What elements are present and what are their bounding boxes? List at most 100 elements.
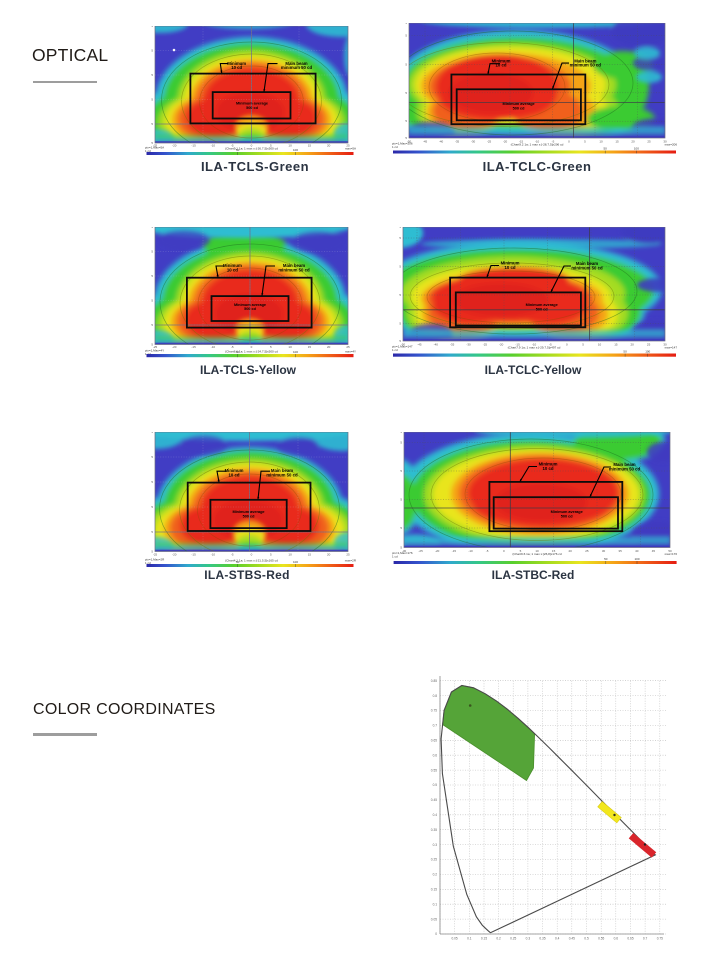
- svg-text:-20: -20: [503, 140, 508, 144]
- svg-text:0: 0: [568, 140, 570, 144]
- svg-text:0.75: 0.75: [431, 709, 437, 713]
- svg-text:5: 5: [400, 526, 402, 530]
- svg-text:-25: -25: [153, 553, 158, 557]
- svg-text:max=5A: max=5A: [345, 147, 356, 151]
- svg-text:5: 5: [405, 119, 407, 123]
- svg-text:0.6: 0.6: [614, 937, 619, 941]
- svg-text:-10: -10: [535, 140, 540, 144]
- svg-text:500 cd: 500 cd: [246, 106, 259, 110]
- svg-text:15: 15: [614, 343, 618, 347]
- svg-text:50: 50: [236, 350, 240, 354]
- svg-text:5: 5: [405, 33, 407, 37]
- svg-text:20: 20: [327, 553, 331, 557]
- svg-text:-10: -10: [532, 343, 537, 347]
- svg-text:5: 5: [151, 141, 153, 145]
- svg-text:max=4Y: max=4Y: [345, 350, 356, 354]
- svg-text:Minimum: Minimum: [492, 58, 511, 63]
- svg-text:20: 20: [631, 140, 635, 144]
- svg-text:5: 5: [582, 343, 584, 347]
- svg-text:minimum 50 cd: minimum 50 cd: [609, 466, 641, 471]
- svg-text:Minimum average: Minimum average: [236, 102, 268, 106]
- svg-text:pix=1,Max=206: pix=1,Max=206: [392, 142, 413, 146]
- svg-text:10 cd: 10 cd: [227, 267, 238, 272]
- svg-text:minimum 50 cd: minimum 50 cd: [281, 65, 313, 70]
- svg-text:5: 5: [151, 73, 153, 77]
- svg-text:pix=1,Max=5A: pix=1,Max=5A: [145, 146, 164, 150]
- svg-text:0.45: 0.45: [431, 798, 437, 802]
- svg-text:max=2R: max=2R: [345, 559, 357, 563]
- svg-text:5: 5: [151, 122, 153, 126]
- svg-text:0.75: 0.75: [657, 937, 663, 941]
- svg-text:-5: -5: [486, 549, 489, 553]
- svg-text:-35: -35: [450, 343, 455, 347]
- svg-text:5: 5: [270, 345, 272, 349]
- svg-text:-5: -5: [231, 144, 234, 148]
- svg-text:25: 25: [346, 553, 350, 557]
- svg-text:35: 35: [618, 549, 622, 553]
- svg-text:10 cd: 10 cd: [231, 65, 242, 70]
- svg-text:1 cd: 1 cd: [392, 145, 398, 149]
- svg-text:40: 40: [635, 549, 639, 553]
- svg-text:500 cd: 500 cd: [513, 106, 526, 110]
- svg-text:10: 10: [288, 144, 292, 148]
- svg-text:10: 10: [288, 553, 292, 557]
- svg-text:-30: -30: [466, 343, 471, 347]
- svg-text:max=147: max=147: [665, 346, 678, 350]
- svg-text:-5: -5: [231, 345, 234, 349]
- svg-text:10: 10: [535, 549, 539, 553]
- svg-text:-40: -40: [439, 140, 444, 144]
- svg-text:0: 0: [251, 144, 253, 148]
- svg-text:-5: -5: [231, 553, 234, 557]
- svg-text:500 cd: 500 cd: [536, 308, 549, 312]
- svg-text:-30: -30: [402, 549, 407, 553]
- svg-text:100: 100: [293, 350, 298, 354]
- svg-text:-35: -35: [455, 140, 460, 144]
- svg-text:-10: -10: [211, 345, 216, 349]
- svg-text:5: 5: [400, 432, 402, 434]
- svg-text:5: 5: [405, 91, 407, 95]
- svg-text:-10: -10: [211, 144, 216, 148]
- svg-text:50: 50: [604, 147, 608, 151]
- svg-text:-20: -20: [172, 553, 177, 557]
- svg-text:Main beam: Main beam: [613, 462, 635, 467]
- svg-text:0.4: 0.4: [433, 813, 438, 817]
- svg-text:25: 25: [647, 140, 651, 144]
- svg-text:0.85: 0.85: [431, 679, 437, 683]
- svg-text:10 cd: 10 cd: [496, 63, 507, 68]
- svg-text:5: 5: [151, 26, 153, 28]
- svg-text:30: 30: [663, 343, 667, 347]
- svg-text:Main beam: Main beam: [576, 261, 598, 266]
- svg-text:500 cd: 500 cd: [243, 514, 256, 518]
- svg-text:Minimum: Minimum: [225, 468, 244, 473]
- svg-text:10 cd: 10 cd: [229, 473, 240, 478]
- svg-text:max=176: max=176: [665, 552, 678, 556]
- svg-text:5: 5: [151, 550, 153, 554]
- svg-text:-20: -20: [499, 343, 504, 347]
- svg-text:-30: -30: [471, 140, 476, 144]
- svg-text:50: 50: [623, 350, 627, 354]
- svg-text:5: 5: [584, 140, 586, 144]
- svg-text:5: 5: [405, 63, 407, 67]
- svg-text:5: 5: [151, 274, 153, 278]
- svg-text:5: 5: [151, 323, 153, 327]
- svg-text:0.05: 0.05: [451, 937, 457, 941]
- svg-text:0.4: 0.4: [555, 937, 560, 941]
- svg-text:0: 0: [251, 345, 253, 349]
- svg-text:0.55: 0.55: [598, 937, 604, 941]
- svg-text:25: 25: [647, 343, 651, 347]
- svg-text:5: 5: [151, 455, 153, 459]
- svg-text:(Chart9.1 1a; 1 max x:[-26,7,5: (Chart9.1 1a; 1 max x:[-26,7,5]x500 cd: [225, 147, 278, 151]
- svg-text:5: 5: [151, 343, 153, 347]
- svg-text:0.35: 0.35: [431, 828, 437, 832]
- svg-text:100: 100: [634, 557, 639, 561]
- svg-text:5: 5: [399, 322, 401, 326]
- svg-text:0.5: 0.5: [433, 783, 438, 787]
- svg-text:500 cd: 500 cd: [561, 514, 574, 518]
- svg-text:Minimum: Minimum: [223, 263, 242, 268]
- svg-text:0: 0: [251, 553, 253, 557]
- svg-text:0.65: 0.65: [431, 739, 437, 743]
- svg-text:5: 5: [400, 498, 402, 502]
- svg-text:100: 100: [293, 560, 298, 564]
- svg-text:Minimum average: Minimum average: [551, 510, 583, 514]
- svg-text:minimum 50 cd: minimum 50 cd: [570, 63, 602, 68]
